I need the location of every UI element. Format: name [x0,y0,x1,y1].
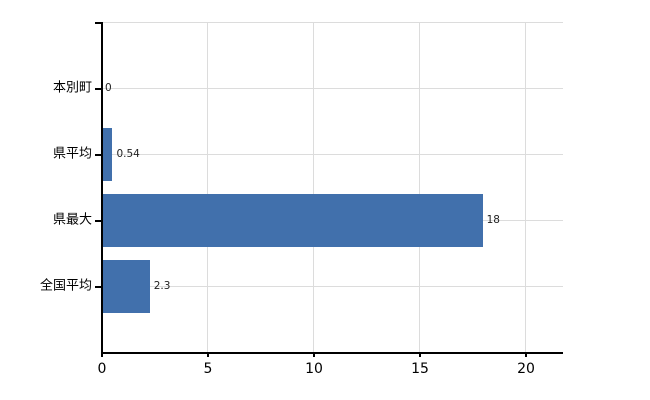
y-gridline [101,154,563,155]
x-gridline [419,22,420,352]
value-label: 18 [486,213,500,226]
y-gridline [101,286,563,287]
x-axis [101,352,563,354]
value-label: 0 [105,81,112,94]
x-axis-tick [101,352,103,357]
x-gridline [207,22,208,352]
category-label: 県最大 [52,212,92,228]
x-tick-label: 20 [517,361,535,377]
x-tick-label: 5 [203,361,213,377]
x-axis-tick [313,352,315,357]
x-gridline [313,22,314,352]
x-tick-label: 10 [305,361,323,377]
bar-県最大 [101,193,483,247]
value-label: 0.54 [116,147,140,160]
x-tick-label: 15 [411,361,429,377]
x-axis-tick [207,352,209,357]
value-label: 2.3 [153,279,171,292]
bar-県平均 [101,127,113,181]
y-axis-tick [95,88,101,90]
x-gridline [525,22,526,352]
y-axis-tick [95,286,101,288]
y-axis-tick [95,154,101,156]
category-label: 全国平均 [39,278,92,294]
category-label: 県平均 [52,146,92,162]
y-axis-top-tick [95,22,101,24]
x-tick-label: 0 [97,361,107,377]
x-axis-tick [525,352,527,357]
x-axis-tick [419,352,421,357]
category-label: 本別町 [52,80,92,96]
y-gridline [101,88,563,89]
plot-top-border [101,22,563,23]
bar-全国平均 [101,259,150,313]
y-axis [101,22,103,352]
y-axis-tick [95,220,101,222]
